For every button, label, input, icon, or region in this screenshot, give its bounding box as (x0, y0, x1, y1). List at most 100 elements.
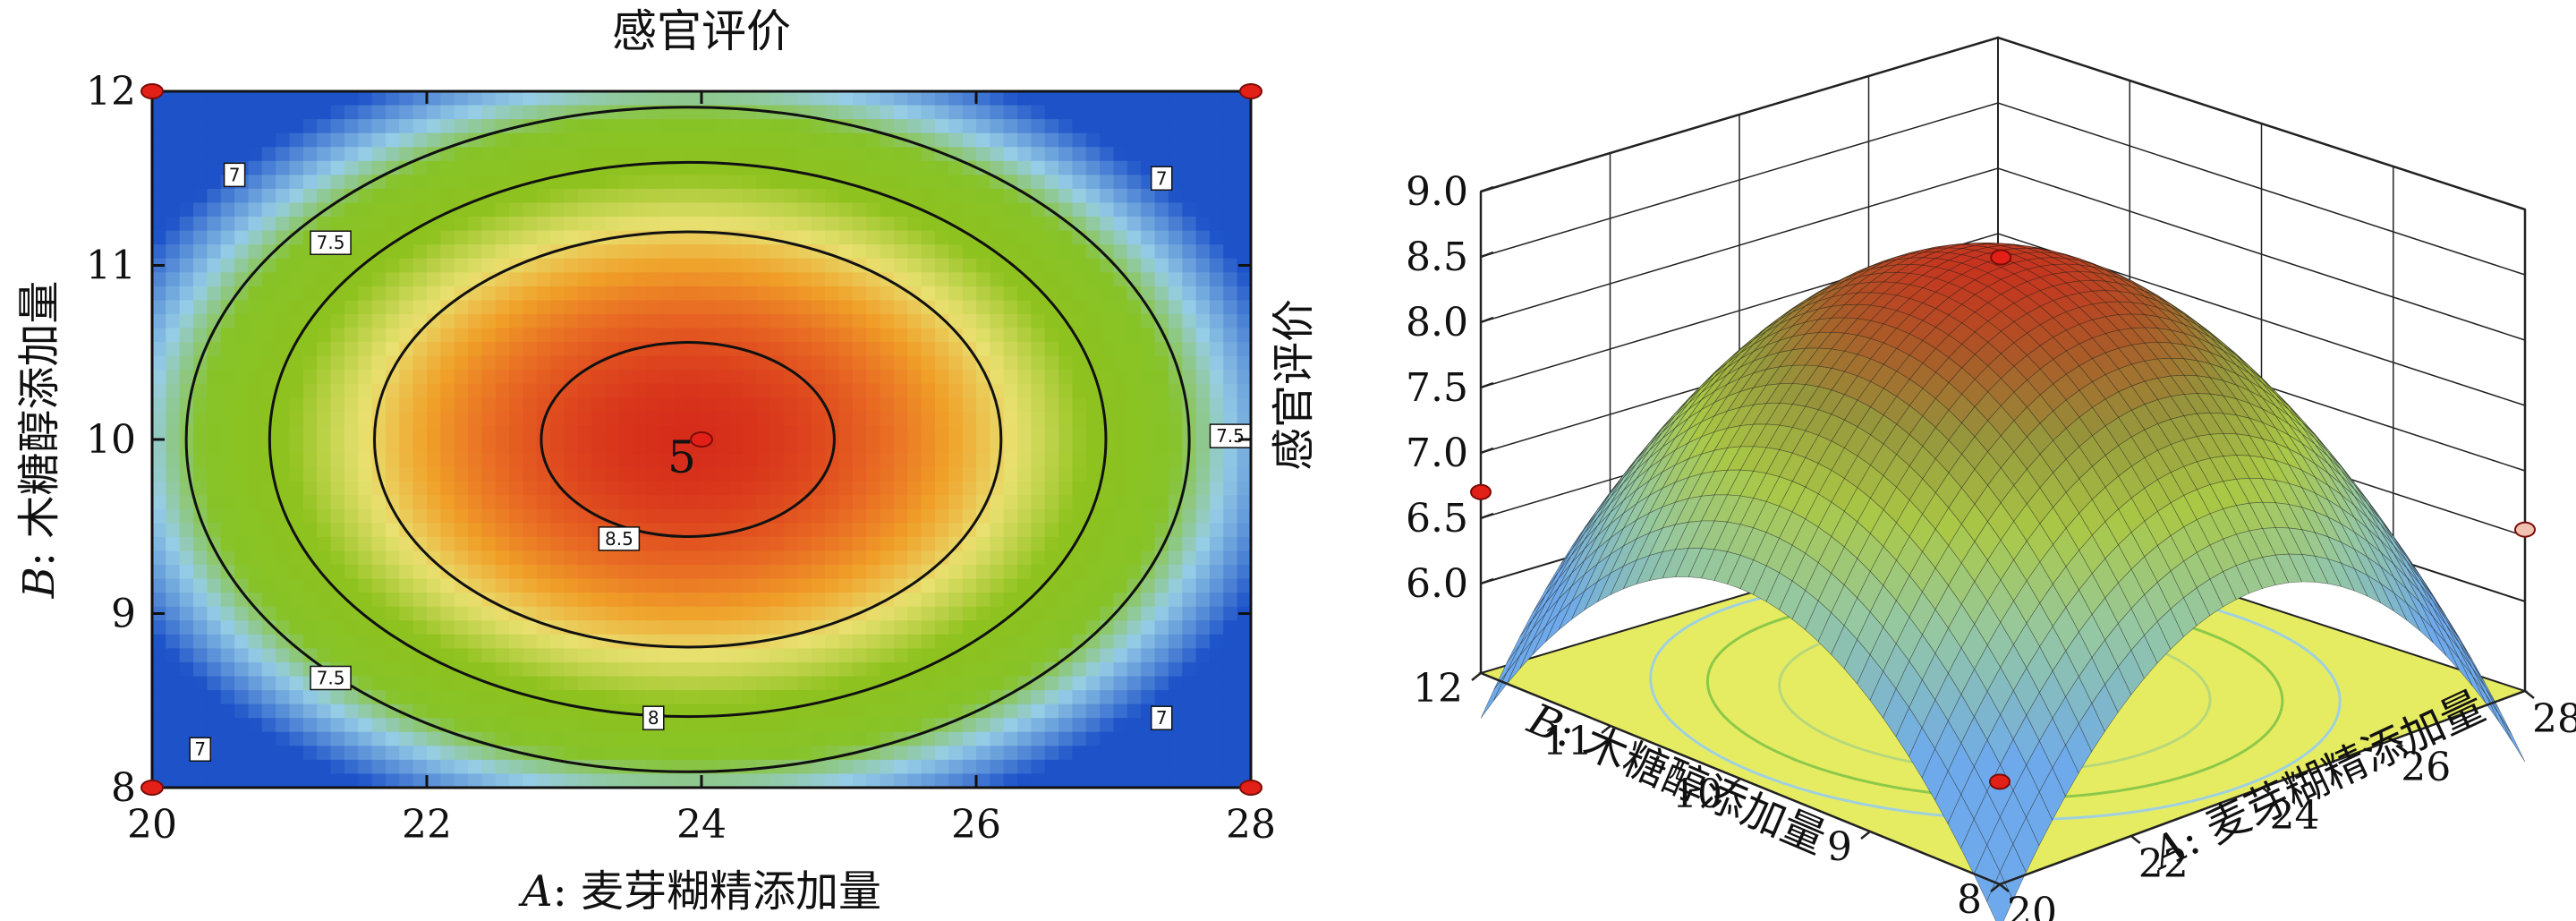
heatmap-cell (605, 746, 620, 761)
heatmap-cell (481, 661, 497, 678)
heatmap-cell (234, 565, 250, 580)
heatmap-cell (1141, 453, 1156, 468)
heatmap-cell (728, 313, 744, 329)
heatmap-cell (934, 523, 950, 538)
heatmap-cell (317, 704, 332, 719)
heatmap-cell (907, 550, 922, 566)
heatmap-cell (248, 453, 263, 468)
heatmap-cell (385, 467, 401, 482)
heatmap-cell (1182, 258, 1197, 274)
heatmap-cell (207, 467, 222, 482)
heatmap-cell (1085, 648, 1101, 663)
heatmap-cell (1182, 508, 1197, 524)
heatmap-cell (495, 536, 510, 552)
heatmap-cell (852, 397, 867, 413)
heatmap-cell (399, 188, 414, 204)
heatmap-cell (866, 313, 881, 329)
heatmap-cell (412, 467, 428, 482)
heatmap-cell (1168, 328, 1184, 343)
heatmap-cell (948, 355, 964, 371)
heatmap-cell (427, 313, 442, 329)
heatmap-cell (715, 425, 730, 440)
heatmap-cell (838, 453, 854, 468)
heatmap-cell (577, 147, 592, 162)
heatmap-cell (728, 578, 744, 593)
heatmap-cell (1044, 230, 1059, 245)
heatmap-cell (948, 704, 964, 719)
heatmap-cell (317, 272, 332, 287)
heatmap-cell (495, 704, 510, 719)
heatmap-cell (784, 523, 799, 538)
heatmap-cell (756, 718, 771, 733)
heatmap-cell (166, 202, 181, 217)
heatmap-cell (852, 676, 867, 691)
heatmap-cell (564, 453, 579, 468)
heatmap-cell (234, 453, 250, 468)
heatmap-cell (577, 217, 592, 232)
heatmap-cell (743, 258, 758, 274)
heatmap-cell (1209, 773, 1225, 788)
heatmap-cell (769, 453, 785, 468)
heatmap-cell (728, 508, 744, 524)
heatmap-cell (838, 593, 854, 608)
heatmap-cell (1154, 606, 1169, 622)
heatmap-cell (633, 188, 648, 204)
heatmap-cell (1058, 328, 1074, 343)
heatmap-cell (921, 258, 936, 274)
heatmap-cell (440, 578, 455, 593)
heatmap-cell (1031, 536, 1046, 552)
heatmap-cell (289, 661, 304, 678)
heatmap-cell (1003, 759, 1018, 775)
contour-tag-box (189, 737, 211, 762)
heatmap-cell (1237, 132, 1251, 149)
heatmap-cell (399, 467, 414, 482)
heatmap-cell (302, 495, 318, 510)
heatmap-cell (1223, 286, 1238, 302)
heatmap-cell (838, 425, 854, 440)
heatmap-cell (701, 258, 717, 274)
heatmap-cell (261, 411, 276, 427)
heatmap-cell (784, 147, 799, 162)
heatmap-cell (1209, 244, 1225, 260)
heatmap-cell (344, 286, 360, 302)
heatmap-cell (248, 704, 263, 719)
heatmap-cell (330, 648, 345, 663)
heatmap-cell (550, 550, 565, 566)
heatmap-cell (1209, 397, 1225, 413)
contour-line-7 (184, 106, 1191, 773)
heatmap-cell (302, 91, 318, 107)
heatmap-cell (743, 690, 758, 705)
heatmap-cell (289, 132, 304, 149)
heatmap-cell (715, 132, 730, 149)
heatmap-cell (509, 355, 524, 371)
heatmap-cell (550, 718, 565, 733)
heatmap-cell (825, 132, 840, 149)
heatmap-cell (289, 286, 304, 302)
heatmap-cell (591, 147, 607, 162)
heatmap-cell (1209, 634, 1225, 650)
heatmap-cell (715, 175, 730, 190)
heatmap-cell (687, 565, 702, 580)
heatmap-cell (1195, 606, 1211, 622)
heatmap-cell (811, 704, 826, 719)
heatmap-cell (412, 453, 428, 468)
heatmap-cell (1209, 132, 1225, 149)
heatmap-cell (1085, 676, 1101, 691)
heatmap-cell (1223, 565, 1238, 580)
heatmap-cell (880, 300, 895, 315)
heatmap-cell (577, 258, 592, 274)
heatmap-cell (481, 217, 497, 232)
heatmap-cell (743, 160, 758, 176)
heatmap-cell (756, 523, 771, 538)
heatmap-cell (495, 355, 510, 371)
heatmap-cell (784, 397, 799, 413)
heatmap-cell (440, 634, 455, 650)
heatmap-cell (797, 536, 812, 552)
heatmap-cell (302, 453, 318, 468)
heatmap-cell (152, 620, 167, 635)
heatmap-cell (495, 272, 510, 287)
heatmap-cell (234, 467, 250, 482)
heatmap-cell (330, 634, 345, 650)
heatmap-cell (769, 661, 785, 678)
heatmap-cell (536, 759, 551, 775)
